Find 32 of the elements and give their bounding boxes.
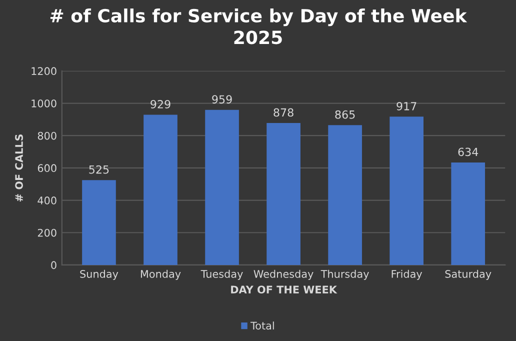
x-tick-label: Friday [392, 270, 422, 280]
y-tick-label: 0 [51, 261, 56, 270]
bar [451, 162, 486, 265]
x-tick-label: Sunday [80, 270, 118, 280]
bar [144, 114, 178, 265]
bar [205, 110, 239, 265]
y-axis-title: # OF CALLS [15, 134, 23, 202]
x-tick-label: Monday [140, 270, 181, 280]
y-tick-label: 1000 [32, 99, 56, 108]
bar [82, 180, 116, 265]
data-label: 959 [212, 95, 232, 104]
x-axis-title: DAY OF THE WEEK [231, 286, 338, 294]
x-tick-label: Tuesday [200, 270, 243, 280]
data-label: 929 [150, 100, 170, 108]
data-label: 917 [396, 102, 416, 110]
bar [390, 116, 424, 265]
x-tick-label: Thursday [320, 270, 369, 280]
data-label: 878 [274, 108, 294, 117]
x-tick-label: Wednesday [254, 270, 314, 280]
chart-title: # of Calls for Service by Day of the Week 2025 [50, 8, 468, 44]
y-tick-label: 400 [38, 196, 56, 204]
y-tick-label: 800 [38, 132, 56, 140]
bar [328, 125, 362, 265]
data-label: 634 [458, 148, 478, 156]
y-tick-label: 1200 [32, 67, 56, 76]
legend-label: Total [250, 322, 274, 330]
y-tick-label: 600 [38, 164, 56, 172]
bar [266, 122, 300, 265]
data-label: 525 [89, 165, 109, 174]
data-label: 865 [335, 110, 355, 119]
y-tick-label: 200 [38, 228, 56, 237]
x-tick-label: Saturday [445, 270, 492, 280]
